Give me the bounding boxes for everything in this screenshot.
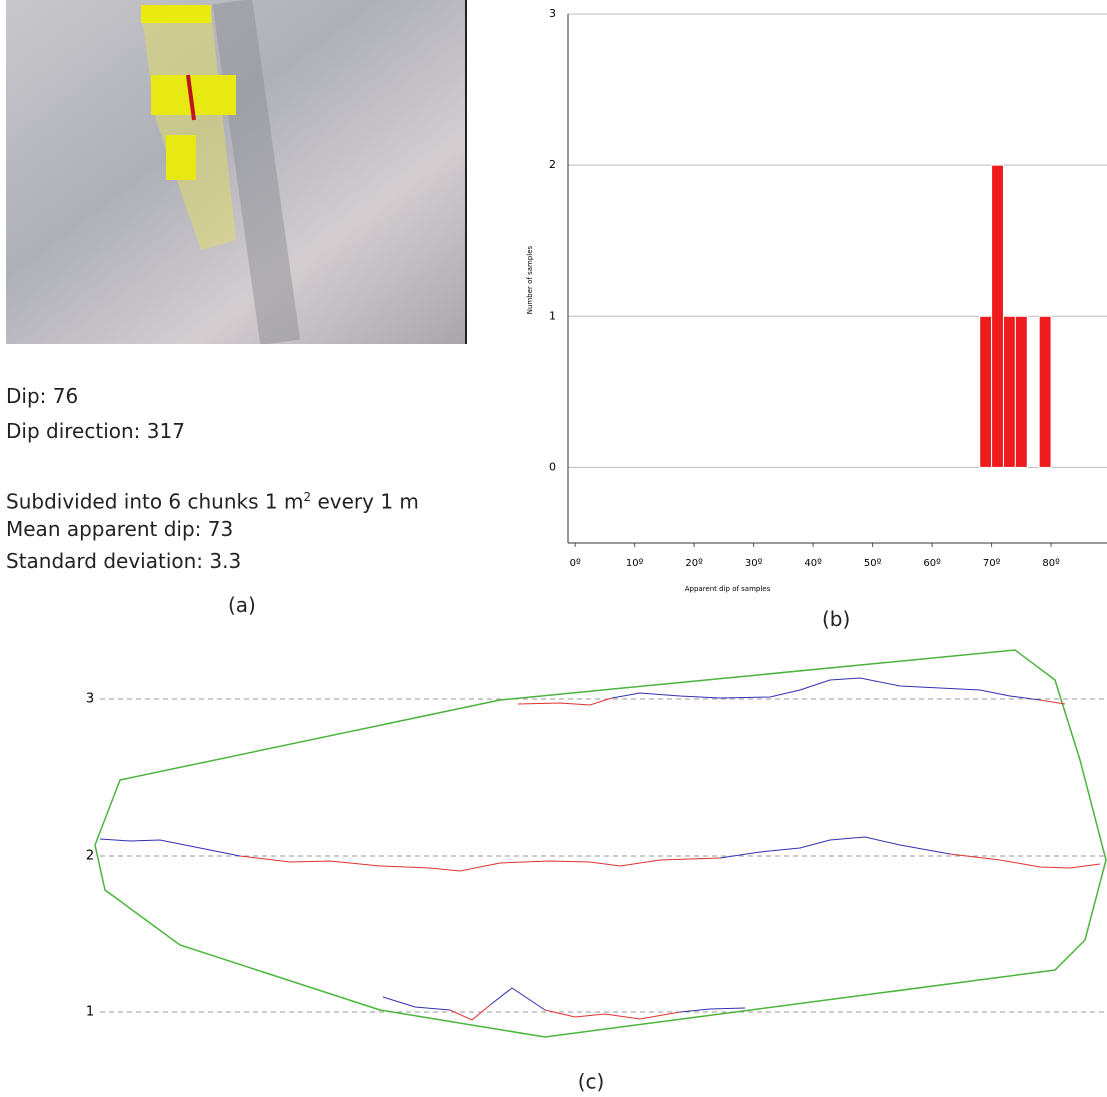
std-dev: Standard deviation: 3.3: [6, 549, 242, 573]
caption-c: (c): [578, 1070, 605, 1094]
dip: Dip: 76: [6, 384, 79, 408]
profile-plot: 3 2 1 (c): [86, 649, 1107, 1094]
x-tick-label: 0º: [570, 558, 581, 569]
x-tick-label: 40º: [804, 558, 822, 569]
x-tick-label: 50º: [864, 558, 882, 569]
profile-label: 1: [86, 1005, 94, 1020]
x-tick-label: 10º: [626, 558, 644, 569]
subdivided-text: Subdivided into 6 chunks 1 m: [6, 489, 304, 514]
profile-label: 3: [86, 692, 94, 707]
subdivided: Subdivided into 6 chunks 1 m2 every 1 m: [6, 482, 419, 518]
profile-drawing: [94, 649, 1107, 1038]
bar: [991, 164, 1004, 468]
y-tick-label: 0: [549, 460, 556, 473]
mean-dip: Mean apparent dip: 73: [6, 517, 234, 541]
y-tick-label: 3: [549, 7, 556, 20]
x-tick-label: 80º: [1042, 558, 1060, 569]
dip-direction: Dip direction: 317: [6, 419, 185, 443]
superscript: 2: [303, 490, 312, 504]
profile-label: 2: [86, 849, 94, 864]
x-tick-label: 60º: [923, 558, 941, 569]
subdivided-rest: every 1 m: [317, 489, 419, 514]
y-tick-label: 1: [549, 309, 556, 322]
y-tick-label: 2: [549, 158, 556, 171]
photo: [6, 0, 467, 344]
x-tick-label: 20º: [685, 558, 703, 569]
bar: [979, 315, 993, 468]
caption-b: (b): [822, 607, 851, 631]
bar: [1014, 315, 1028, 468]
caption-a: (a): [228, 593, 256, 617]
x-axis-label: Apparent dip of samples: [685, 585, 771, 593]
bar: [1002, 315, 1016, 468]
y-axis-label: Number of samples: [526, 245, 534, 314]
bar: [1038, 315, 1052, 468]
x-tick-label: 70º: [983, 558, 1001, 569]
x-tick-label: 30º: [745, 558, 763, 569]
